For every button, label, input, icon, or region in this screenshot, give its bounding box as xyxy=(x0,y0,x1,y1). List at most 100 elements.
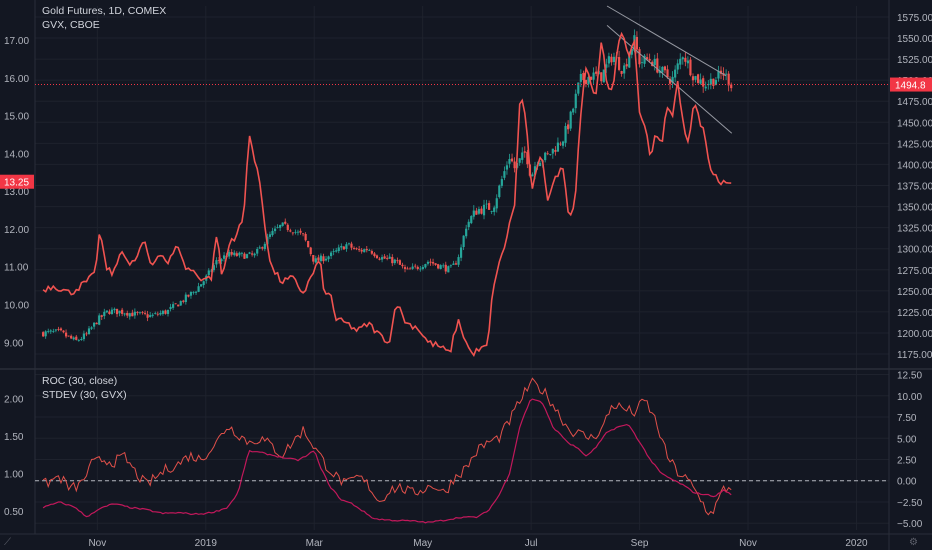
candle-body-57 xyxy=(187,294,190,297)
candle-body-123 xyxy=(355,248,358,250)
candle-body-151 xyxy=(426,261,430,264)
candle-body-99 xyxy=(294,231,297,233)
candle-body-18 xyxy=(87,328,91,334)
candle-body-10 xyxy=(67,335,70,337)
right-axis-tick-label: 1300.00 xyxy=(897,245,932,256)
tradingview-logo-icon[interactable]: ⟋ xyxy=(4,537,11,548)
candle-body-178 xyxy=(495,198,498,209)
candle-body-223 xyxy=(610,56,613,63)
candle-body-98 xyxy=(291,232,294,234)
candle-body-166 xyxy=(465,228,468,237)
candle-body-157 xyxy=(442,265,445,267)
left-axis-tick-label: 12.00 xyxy=(4,225,29,236)
candle-body-145 xyxy=(411,266,414,269)
sub-right-axis-tick-label: 10.00 xyxy=(897,392,922,403)
candle-body-59 xyxy=(192,291,195,293)
left-axis-tick-label: 14.00 xyxy=(4,149,29,160)
candle-body-243 xyxy=(661,66,664,73)
candle-body-167 xyxy=(467,221,470,228)
candle-body-176 xyxy=(490,211,493,212)
candle-body-190 xyxy=(526,151,529,165)
candle-body-246 xyxy=(668,78,672,84)
candle-body-133 xyxy=(380,257,384,260)
candle-body-40 xyxy=(143,312,147,314)
candle-body-258 xyxy=(699,79,702,84)
candle-body-263 xyxy=(712,78,715,86)
right-axis-tick-label: 1400.00 xyxy=(897,160,932,171)
candle-body-247 xyxy=(671,76,674,83)
candle-body-56 xyxy=(184,294,187,303)
sub-right-axis-tick-label: 7.50 xyxy=(897,413,917,424)
candle-body-81 xyxy=(248,252,251,254)
candle-body-132 xyxy=(378,258,381,260)
candle-body-2 xyxy=(47,330,50,332)
candle-body-143 xyxy=(406,268,409,270)
candle-body-42 xyxy=(149,315,152,317)
candle-body-184 xyxy=(510,158,514,162)
candle-body-70 xyxy=(220,259,223,262)
right-axis-tick-label: 1275.00 xyxy=(897,266,932,277)
candle-body-48 xyxy=(164,310,167,314)
legend-gold-futures[interactable]: Gold Futures, 1D, COMEX xyxy=(42,5,167,17)
gvx-line xyxy=(42,31,732,357)
candle-body-216 xyxy=(592,72,595,80)
legend-roc[interactable]: ROC (30, close) xyxy=(42,375,118,387)
candle-body-75 xyxy=(233,252,236,256)
candle-body-195 xyxy=(538,162,542,167)
candle-body-229 xyxy=(625,64,628,67)
sub-right-axis-tick-label: 2.50 xyxy=(897,455,917,466)
legend-gvx[interactable]: GVX, CBOE xyxy=(42,19,100,31)
candle-body-163 xyxy=(457,257,460,265)
right-axis-tick-label: 1425.00 xyxy=(897,139,932,150)
legend-stdev[interactable]: STDEV (30, GVX) xyxy=(42,389,127,401)
time-axis-label-mar: Mar xyxy=(306,538,324,549)
right-axis-tick-label: 1525.00 xyxy=(897,55,932,66)
candle-body-94 xyxy=(281,222,284,226)
candle-body-130 xyxy=(373,253,376,257)
candle-body-135 xyxy=(386,258,389,259)
candle-body-30 xyxy=(118,310,121,314)
candle-body-169 xyxy=(472,210,475,217)
candle-body-189 xyxy=(523,151,526,153)
candle-body-150 xyxy=(424,264,427,268)
candle-body-209 xyxy=(574,93,577,109)
candle-body-78 xyxy=(240,252,244,254)
candle-body-197 xyxy=(544,152,547,161)
settings-icon[interactable]: ⚙ xyxy=(909,537,918,548)
candle-body-183 xyxy=(508,158,511,164)
candle-body-181 xyxy=(503,171,506,178)
right-axis-tick-label: 1175.00 xyxy=(897,350,932,361)
candle-body-238 xyxy=(648,58,651,61)
candle-body-161 xyxy=(452,263,455,265)
candle-body-141 xyxy=(401,264,404,267)
candle-body-77 xyxy=(238,252,241,256)
candle-body-160 xyxy=(449,265,452,267)
candle-body-97 xyxy=(289,230,292,232)
right-axis-tick-label: 1200.00 xyxy=(897,329,932,340)
candle-body-25 xyxy=(105,310,108,313)
right-axis-tick-label: 1575.00 xyxy=(897,13,932,24)
candle-body-134 xyxy=(383,256,386,259)
candle-body-38 xyxy=(138,312,142,314)
candle-body-63 xyxy=(202,281,205,286)
candle-body-16 xyxy=(82,333,86,340)
candle-body-43 xyxy=(151,314,154,316)
right-axis-tick-label: 1375.00 xyxy=(897,182,932,193)
candle-body-44 xyxy=(154,313,157,314)
candle-body-147 xyxy=(416,266,419,270)
candle-body-32 xyxy=(123,313,126,315)
left-axis-tick-label: 16.00 xyxy=(4,74,29,85)
sub-right-axis-tick-label: −5.00 xyxy=(897,519,923,530)
right-axis-tick-label: 1550.00 xyxy=(897,34,932,45)
time-axis-label-may: May xyxy=(413,538,432,549)
candle-body-168 xyxy=(470,216,473,224)
candle-body-22 xyxy=(98,315,101,325)
candle-body-231 xyxy=(630,48,633,55)
candle-body-213 xyxy=(584,79,588,84)
candle-body-259 xyxy=(702,78,705,87)
candle-body-31 xyxy=(121,309,124,314)
candle-body-122 xyxy=(352,247,356,249)
candle-body-120 xyxy=(347,243,351,245)
candle-body-137 xyxy=(391,257,394,264)
